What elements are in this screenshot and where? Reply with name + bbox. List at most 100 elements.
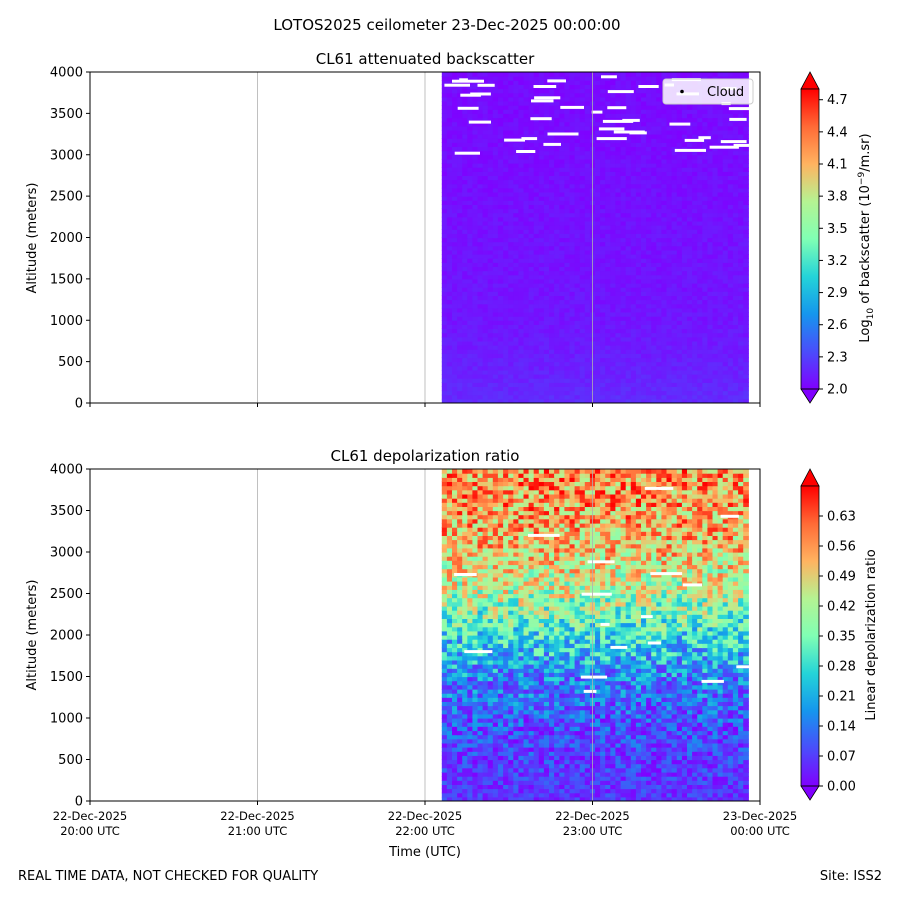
heatmap-cell xyxy=(492,266,499,272)
heatmap-cell xyxy=(681,361,688,367)
heatmap-cell xyxy=(717,225,724,230)
heatmap-cell xyxy=(477,150,484,156)
heatmap-cell xyxy=(497,183,504,189)
heatmap-cell xyxy=(666,134,673,139)
heatmap-cell xyxy=(467,353,473,359)
heatmap-cell xyxy=(717,398,724,403)
heatmap-cell xyxy=(625,320,632,325)
heatmap-cell xyxy=(467,121,473,127)
heatmap-cell xyxy=(559,204,565,210)
heatmap-cell xyxy=(625,374,632,379)
heatmap-cell xyxy=(732,200,739,205)
heatmap-cell xyxy=(630,76,637,81)
heatmap-cell xyxy=(692,109,698,114)
heatmap-cell xyxy=(513,340,519,346)
heatmap-cell xyxy=(625,307,632,313)
heatmap-cell xyxy=(569,129,576,135)
heatmap-cell xyxy=(656,138,662,143)
heatmap-cell xyxy=(656,171,662,176)
heatmap-cell xyxy=(528,316,535,321)
heatmap-cell xyxy=(615,192,622,197)
heatmap-cell xyxy=(508,270,514,276)
heatmap-cell xyxy=(620,316,627,321)
heatmap-cell xyxy=(676,72,683,77)
heatmap-cell xyxy=(579,175,586,181)
heatmap-cell xyxy=(574,312,581,317)
heatmap-cell xyxy=(671,208,678,214)
heatmap-cell xyxy=(722,204,729,210)
heatmap-cell xyxy=(523,365,530,371)
heatmap-cell xyxy=(523,254,530,259)
heatmap-cell xyxy=(467,258,473,263)
heatmap-cell xyxy=(559,792,565,798)
heatmap-cell xyxy=(467,378,473,383)
heatmap-cell xyxy=(702,179,708,185)
heatmap-cell xyxy=(600,369,606,375)
heatmap-cell xyxy=(533,150,540,156)
heatmap-cell xyxy=(487,125,494,131)
heatmap-cell xyxy=(600,254,606,259)
heatmap-cell xyxy=(543,307,550,313)
heatmap-cell xyxy=(625,142,632,147)
heatmap-cell xyxy=(503,220,509,226)
heatmap-cell xyxy=(727,336,734,342)
heatmap-cell xyxy=(635,365,642,371)
heatmap-cell xyxy=(554,382,560,387)
heatmap-cell xyxy=(523,204,530,210)
heatmap-cell xyxy=(605,113,611,119)
heatmap-cell xyxy=(625,92,632,98)
heatmap-cell xyxy=(743,386,749,392)
heatmap-cell xyxy=(641,378,647,383)
heatmap-cell xyxy=(569,146,576,152)
heatmap-cell xyxy=(656,183,662,189)
cloud-flag xyxy=(622,118,640,122)
heatmap-cell xyxy=(497,76,504,81)
heatmap-cell xyxy=(446,374,453,379)
heatmap-cell xyxy=(727,179,734,185)
heatmap-cell xyxy=(554,216,560,222)
heatmap-cell xyxy=(635,266,642,272)
heatmap-cell xyxy=(564,192,571,197)
heatmap-cell xyxy=(564,212,571,218)
heatmap-cell xyxy=(712,200,719,205)
heatmap-cell xyxy=(543,121,550,127)
heatmap-cell xyxy=(574,357,581,363)
heatmap-cell xyxy=(508,125,514,131)
heatmap-cell xyxy=(538,340,545,346)
heatmap-cell xyxy=(492,270,499,276)
heatmap-cell xyxy=(452,258,458,263)
heatmap-cell xyxy=(518,345,525,350)
heatmap-cell xyxy=(681,154,688,160)
heatmap-cell xyxy=(574,258,581,263)
heatmap-cell xyxy=(727,287,734,292)
heatmap-cell xyxy=(503,117,509,123)
heatmap-cell xyxy=(467,101,473,106)
heatmap-cell xyxy=(482,183,489,189)
heatmap-cell xyxy=(646,80,652,85)
heatmap-cell xyxy=(487,138,494,143)
heatmap-cell xyxy=(610,254,616,259)
heatmap-cell xyxy=(584,328,591,334)
heatmap-cell xyxy=(732,332,739,338)
heatmap-cell xyxy=(610,121,616,127)
heatmap-cell xyxy=(503,316,509,321)
heatmap-cell xyxy=(687,187,693,193)
heatmap-cell xyxy=(651,390,657,396)
heatmap-cell xyxy=(738,287,744,292)
heatmap-cell xyxy=(712,266,719,272)
heatmap-cell xyxy=(717,229,724,234)
heatmap-cell xyxy=(503,179,509,185)
heatmap-cell xyxy=(446,158,453,164)
heatmap-cell xyxy=(477,386,484,392)
heatmap-cell xyxy=(441,287,448,292)
heatmap-cell xyxy=(457,386,463,392)
heatmap-cell xyxy=(692,225,698,230)
heatmap-cell xyxy=(523,175,530,181)
heatmap-cell xyxy=(467,287,473,292)
heatmap-cell xyxy=(676,237,683,243)
y-tick-label: 1500 xyxy=(50,272,83,287)
heatmap-cell xyxy=(584,72,591,77)
heatmap-cell xyxy=(615,390,622,396)
heatmap-cell xyxy=(528,254,535,259)
heatmap-cell xyxy=(441,183,448,189)
